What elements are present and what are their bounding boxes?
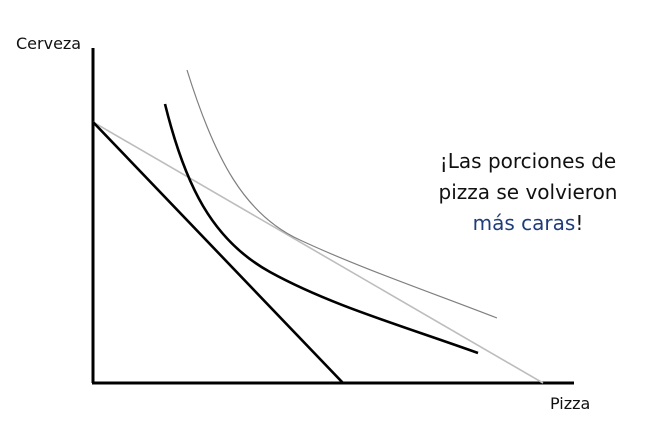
- old-budget-line: [92, 121, 544, 384]
- y-axis-label: Cerveza: [16, 34, 82, 53]
- callout-text: ¡Las porciones de pizza se volvieron más…: [418, 146, 638, 239]
- x-axis-label: Pizza: [550, 394, 591, 413]
- callout-line-2: pizza se volvieron: [438, 180, 618, 204]
- callout-line-1: ¡Las porciones de: [439, 149, 617, 173]
- callout-exclamation: !: [575, 211, 584, 235]
- new-budget-line: [92, 121, 344, 384]
- indifference-curve-high: [186, 69, 498, 319]
- callout-line-3: más caras!: [418, 208, 638, 239]
- callout-highlight: más caras: [472, 211, 576, 235]
- indifference-curve-low: [163, 103, 479, 355]
